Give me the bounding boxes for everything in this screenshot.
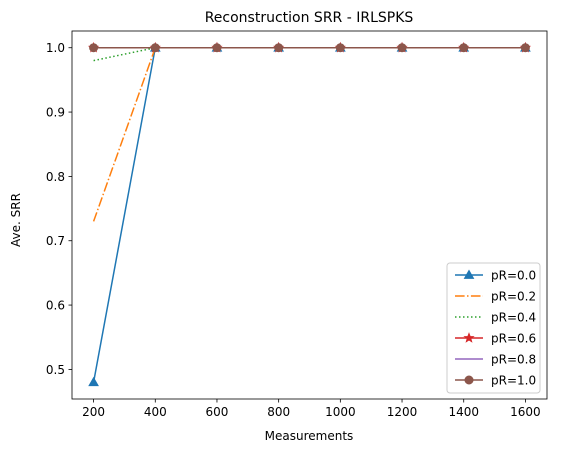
chart-title: Reconstruction SRR - IRLSPKS	[205, 10, 414, 26]
x-tick-label: 1600	[510, 405, 541, 419]
y-tick-label: 0.5	[46, 363, 65, 377]
x-tick-label: 800	[267, 405, 290, 419]
x-tick-label: 600	[206, 405, 229, 419]
legend-label: pR=0.4	[491, 311, 536, 325]
legend-item: pR=1.0	[455, 374, 536, 388]
x-tick-label: 1400	[448, 405, 479, 419]
data-point	[89, 43, 99, 53]
legend-label: pR=0.2	[491, 290, 536, 304]
legend-marker	[464, 375, 474, 385]
legend-item: pR=0.2	[455, 290, 536, 304]
legend-item: pR=0.8	[455, 353, 536, 367]
data-point	[150, 43, 160, 53]
legend-box	[446, 262, 541, 394]
series-pR=1.0	[89, 43, 530, 53]
legend: pR=0.0 pR=0.2 pR=0.4 pR=0.6 pR=0.8 pR=1.0	[446, 262, 541, 394]
legend-label: pR=0.8	[491, 353, 536, 367]
data-point	[335, 43, 345, 53]
y-tick-label: 0.9	[46, 106, 65, 120]
axes: 200 400 600 800 1000 1200 1400 1600 0.5 0.6 0.7 0.8…	[46, 30, 548, 419]
data-point	[459, 43, 469, 53]
y-tick-label: 1.0	[46, 41, 65, 55]
series-pR=0.2	[92, 46, 526, 222]
x-tick-label: 1000	[325, 405, 356, 419]
plot-area	[87, 41, 532, 387]
legend-marker	[463, 269, 475, 279]
legend-label: pR=0.0	[491, 269, 536, 283]
data-point	[520, 43, 530, 53]
y-tick-label: 0.8	[46, 170, 65, 184]
data-point	[88, 376, 99, 387]
legend-marker	[463, 332, 475, 343]
legend-item: pR=0.0	[455, 269, 536, 283]
legend-label: pR=1.0	[491, 374, 536, 388]
x-tick-label: 1200	[387, 405, 418, 419]
y-tick-label: 0.7	[46, 234, 65, 248]
axes-frame	[71, 30, 548, 400]
x-tick-label: 200	[82, 405, 105, 419]
legend-item: pR=0.4	[455, 311, 536, 325]
y-axis-label: Ave. SRR	[9, 193, 23, 247]
legend-item: pR=0.6	[455, 332, 536, 346]
y-tick-label: 0.6	[46, 299, 65, 313]
data-point	[397, 43, 407, 53]
legend-label: pR=0.6	[491, 332, 536, 346]
series-line	[92, 46, 526, 222]
x-axis-label: Measurements	[265, 429, 354, 443]
data-point	[212, 43, 222, 53]
x-tick-label: 400	[144, 405, 167, 419]
data-point	[274, 43, 284, 53]
